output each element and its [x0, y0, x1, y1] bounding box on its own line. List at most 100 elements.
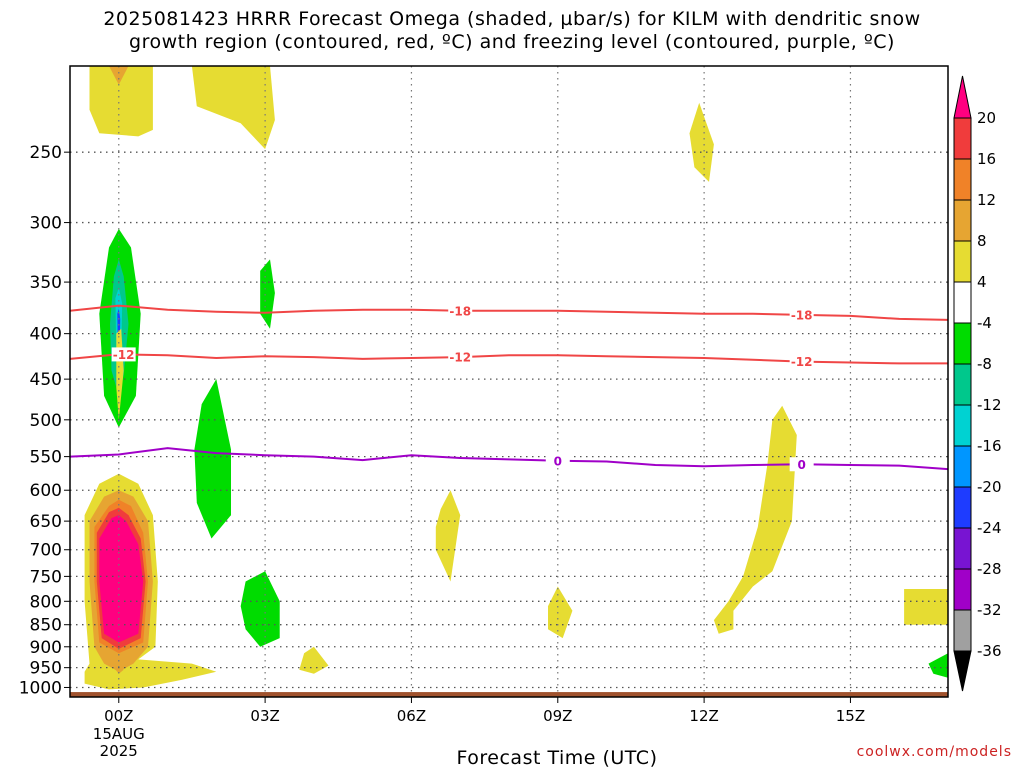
contour-label: -12 [791, 355, 813, 369]
omega-region [689, 102, 714, 182]
y-tick-label: 350 [30, 273, 62, 293]
contour-label-bg [545, 453, 570, 468]
title-line-1: 2025081423 HRRR Forecast Omega (shaded, … [103, 8, 921, 30]
y-tick-label: 550 [30, 448, 62, 468]
x-tick-label: 09Z [543, 707, 572, 725]
omega-region [194, 379, 231, 539]
omega-region [313, 601, 373, 636]
contour-label-bg [789, 457, 814, 472]
colorbar-label: -20 [977, 478, 1002, 496]
colorbar-top-arrow [953, 75, 972, 119]
omega-region [713, 405, 797, 634]
omega-region [89, 66, 153, 137]
colorbar-swatch [953, 486, 972, 529]
omega-region [835, 529, 866, 643]
omega-shading [70, 66, 948, 697]
colorbar-label: 12 [977, 191, 996, 209]
contour-label: -12 [449, 351, 471, 365]
y-tick-label: 950 [30, 659, 62, 679]
colorbar-swatch [953, 609, 972, 652]
colorbar-swatch [953, 117, 972, 160]
colorbar-swatch [953, 240, 972, 283]
contour-label-bg [448, 350, 473, 365]
colorbar-swatch [953, 568, 972, 611]
colorbar-swatch [953, 281, 972, 324]
omega-region [904, 589, 948, 625]
x-tick-label: 15Z [836, 707, 865, 725]
contour-label-bg [448, 303, 473, 318]
colorbar-swatch [953, 199, 972, 242]
colorbar-bottom-arrow [953, 650, 972, 692]
contour-label-bg [111, 347, 136, 362]
grid-lines [70, 66, 948, 697]
x-tick-label: 12Z [689, 707, 718, 725]
colorbar-swatch [953, 527, 972, 570]
y-tick-label: 600 [30, 481, 62, 501]
colorbar-swatch [953, 363, 972, 406]
x-date-label: 2025 [100, 742, 138, 760]
x-tick-label: 06Z [397, 707, 426, 725]
contour-label: -18 [449, 304, 471, 318]
colorbar-label: 8 [977, 232, 987, 250]
colorbar-label: -8 [977, 355, 992, 373]
y-tick-label: 250 [30, 143, 62, 163]
contour-label: 0 [797, 458, 805, 472]
chart-title: 2025081423 HRRR Forecast Omega (shaded, … [0, 8, 1024, 54]
omega-region [391, 136, 427, 334]
terrain-band [70, 692, 948, 697]
omega-region [172, 220, 300, 664]
source-credit[interactable]: coolwx.com/models [856, 744, 1012, 760]
y-tick-label: 900 [30, 638, 62, 658]
colorbar-label: -28 [977, 560, 1002, 578]
contour-label: 0 [554, 454, 562, 468]
omega-region [260, 259, 275, 329]
y-tick-label: 400 [30, 325, 62, 345]
colorbar-swatch [953, 445, 972, 488]
colorbar-label: 4 [977, 273, 987, 291]
colorbar-label: -12 [977, 396, 1002, 414]
axes: 2503003504004505005506006507007508008509… [19, 65, 949, 768]
x-tick-label: 03Z [250, 707, 279, 725]
y-tick-label: 300 [30, 214, 62, 234]
colorbar-swatch [953, 158, 972, 201]
omega-region [109, 66, 129, 85]
colorbar-label: -24 [977, 519, 1002, 537]
colorbar-swatch [953, 404, 972, 447]
omega-colorbar: 20 16 12 8 4 -4 -8 -12 -16 -20 -24 -28 -32 -36 [953, 75, 1002, 692]
colorbar-label: -36 [977, 642, 1002, 660]
x-date-label: 15AUG [93, 725, 145, 743]
omega-region [191, 66, 275, 150]
omega-region [299, 646, 329, 674]
y-tick-label: 700 [30, 541, 62, 561]
y-tick-label: 650 [30, 512, 62, 532]
colorbar-label: -4 [977, 314, 992, 332]
omega-region [99, 515, 144, 643]
omega-region [435, 490, 461, 582]
y-tick-label: 450 [30, 370, 62, 390]
omega-region [548, 586, 573, 639]
y-tick-label: 1000 [19, 678, 62, 698]
omega-region [113, 665, 124, 674]
omega-region [928, 136, 948, 304]
colorbar-label: 16 [977, 150, 996, 168]
x-axis-label: Forecast Time (UTC) [457, 747, 658, 768]
y-tick-label: 750 [30, 567, 62, 587]
colorbar-label: 20 [977, 109, 996, 127]
y-tick-label: 800 [30, 592, 62, 612]
colorbar-label: -16 [977, 437, 1002, 455]
contour-label-bg [789, 307, 814, 322]
contour-label: -12 [113, 348, 135, 362]
contour-line [69, 353, 948, 365]
plot-frame [69, 65, 949, 698]
omega-region [928, 653, 948, 678]
y-tick-label: 500 [30, 411, 62, 431]
contour-label: -18 [791, 308, 813, 322]
colorbar-swatch [953, 322, 972, 365]
title-line-2: growth region (contoured, red, ºC) and f… [129, 31, 895, 53]
temperature-contours: -18 -18 -12 -12 -12 0 0 [69, 303, 949, 472]
x-tick-label: 00Z [104, 707, 133, 725]
colorbar-label: -32 [977, 601, 1002, 619]
contour-label-bg [789, 354, 814, 369]
y-tick-label: 850 [30, 616, 62, 636]
